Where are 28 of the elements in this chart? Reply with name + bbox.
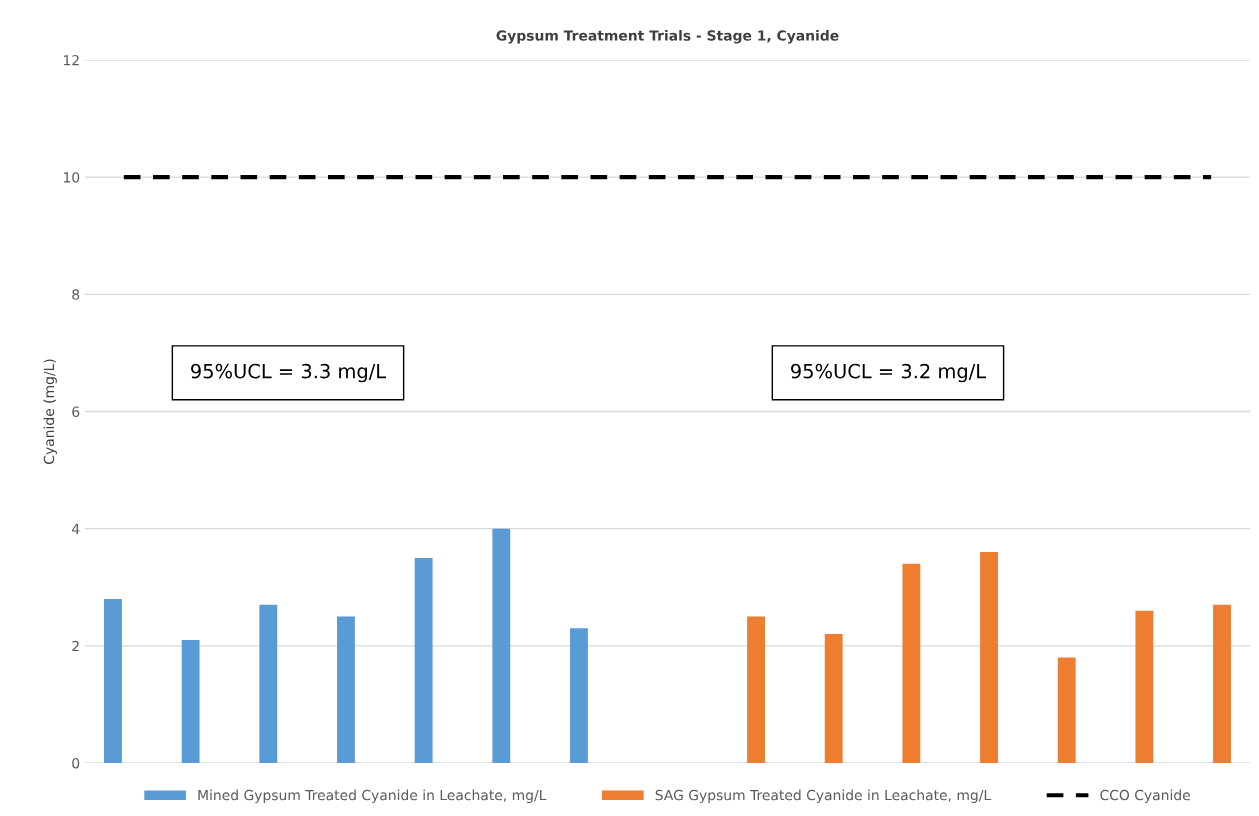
bar — [337, 616, 355, 763]
bar — [570, 628, 588, 763]
y-tick-label: 2 — [72, 640, 79, 652]
y-tick-label: 10 — [63, 172, 80, 183]
legend-label: CCO Cyanide — [1100, 789, 1190, 803]
bar — [980, 552, 998, 763]
y-tick-label: 4 — [71, 523, 80, 534]
y-tick-label: 8 — [72, 289, 80, 300]
annotation: 95%UCL = 3.3 mg/L — [191, 363, 387, 383]
y-axis-title: Cyanide (mg/L) — [43, 359, 57, 464]
y-tick-label: 12 — [63, 54, 79, 66]
bar — [1057, 657, 1076, 763]
legend-label: Mined Gypsum Treated Cyanide in Leachate, mg/L — [198, 789, 547, 803]
bar — [181, 639, 200, 763]
bar — [902, 563, 921, 763]
bar — [1213, 604, 1231, 763]
annotation: 95%UCL = 3.2 mg/L — [791, 363, 987, 383]
y-tick-label: 0 — [72, 757, 80, 769]
chart-title: Gypsum Treatment Trials - Stage 1, Cyanide — [496, 30, 839, 44]
bar — [747, 616, 765, 763]
y-tick-label: 6 — [72, 406, 80, 417]
bar — [492, 528, 511, 763]
bar — [414, 557, 433, 763]
bar — [259, 604, 278, 763]
bar — [104, 598, 122, 763]
bar — [1135, 610, 1154, 763]
legend-label: SAG Gypsum Treated Cyanide in Leachate, mg/L — [655, 789, 992, 803]
bar — [824, 634, 843, 763]
